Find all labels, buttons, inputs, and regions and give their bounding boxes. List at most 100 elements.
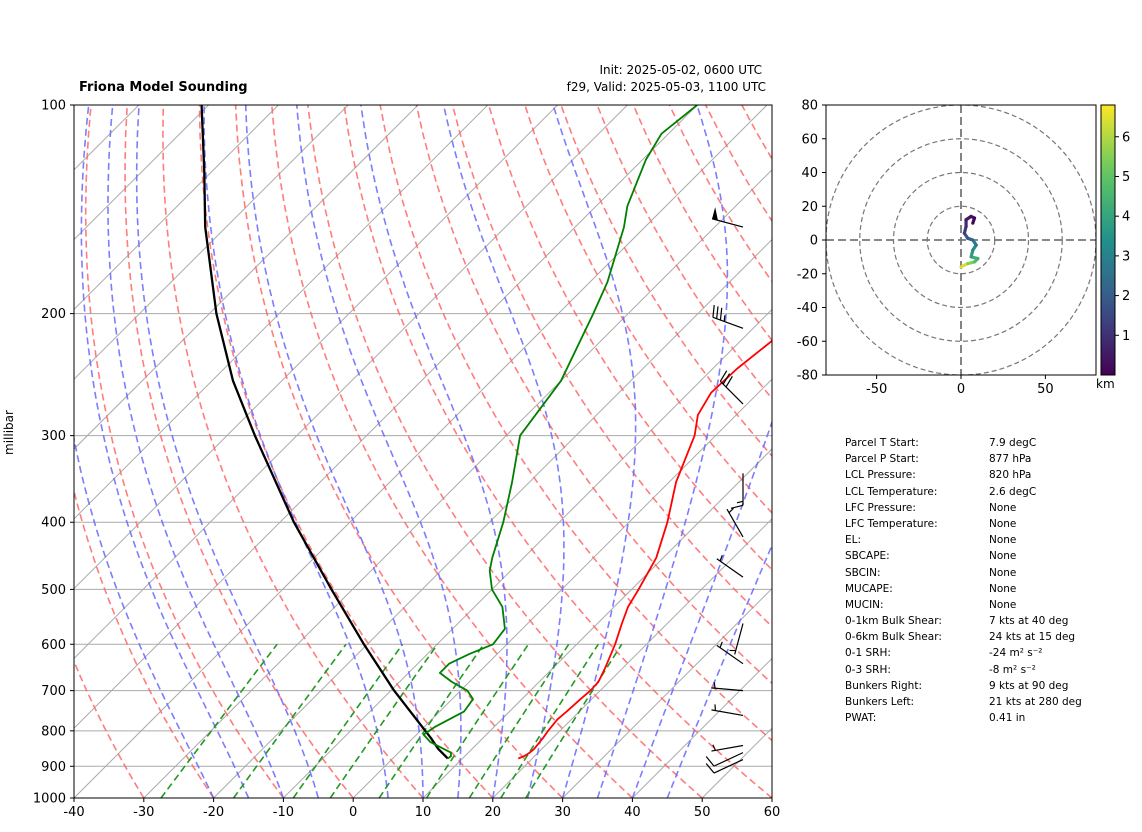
- x-tick-label: 60: [764, 805, 781, 820]
- dry-adiabat: [668, 105, 772, 283]
- y-tick-label: 300: [41, 429, 66, 444]
- mixing-ratio-line: [329, 643, 439, 798]
- y-tick-label: 700: [41, 684, 66, 699]
- parameter-value: 7 kts at 40 deg: [989, 615, 1069, 628]
- isotherm: [492, 518, 772, 798]
- wind-barb: [712, 304, 744, 329]
- x-tick-label: 20: [485, 805, 502, 820]
- moist-adiabat: [107, 105, 285, 798]
- moist-adiabat: [596, 105, 729, 798]
- parameter-value: None: [989, 598, 1017, 611]
- parameter-value: 9 kts at 90 deg: [989, 679, 1069, 692]
- dry-adiabat: [124, 105, 354, 798]
- wind-barb: [705, 752, 744, 767]
- y-tick-label: 500: [41, 583, 66, 598]
- y-tick-label: 200: [41, 307, 66, 322]
- dry-adiabat: [741, 105, 772, 161]
- parameter-label: 0-6km Bulk Shear:: [845, 631, 942, 644]
- moist-adiabat: [80, 105, 250, 798]
- moist-adiabat: [296, 105, 462, 798]
- parameter-value: None: [989, 550, 1017, 563]
- isotherm: [74, 105, 768, 798]
- parameter-label: LFC Pressure:: [845, 501, 916, 514]
- isotherm: [143, 169, 772, 798]
- dry-adiabat: [234, 105, 564, 798]
- parameter-value: -24 m² s⁻²: [989, 647, 1043, 660]
- moist-adiabat: [552, 105, 637, 798]
- wind-barb: [711, 207, 744, 228]
- wind-barb: [730, 473, 744, 509]
- parameter-label: MUCIN:: [845, 598, 884, 611]
- wind-barb: [726, 507, 744, 538]
- parameter-label: 0-3 SRH:: [845, 663, 891, 676]
- parameter-label: 0-1km Bulk Shear:: [845, 615, 942, 628]
- mixing-ratio-line: [232, 643, 347, 798]
- y-tick-label: 900: [41, 760, 66, 775]
- y-tick-label: 800: [41, 724, 66, 739]
- moist-adiabat: [631, 419, 772, 798]
- dry-adiabat: [307, 105, 703, 798]
- isotherm: [283, 308, 772, 798]
- x-tick-label: 30: [554, 805, 571, 820]
- parameter-label: SBCAPE:: [845, 550, 890, 563]
- dry-adiabat: [343, 105, 772, 798]
- moist-adiabat: [244, 105, 424, 798]
- dry-adiabat: [560, 105, 772, 458]
- x-tick-label: 40: [624, 805, 641, 820]
- x-tick-label: 50: [694, 805, 711, 820]
- wind-barb: [711, 682, 744, 692]
- mixing-ratio-line: [292, 643, 404, 798]
- dry-adiabat: [271, 105, 633, 798]
- parameter-label: LFC Temperature:: [845, 517, 938, 530]
- parameter-value: 2.6 degC: [989, 485, 1037, 498]
- mixing-ratio-line: [378, 643, 485, 798]
- parameter-value: None: [989, 566, 1017, 579]
- dry-adiabat: [74, 487, 215, 798]
- mixing-ratio-line: [160, 643, 278, 798]
- wind-barb: [711, 704, 744, 716]
- parameter-label: Parcel P Start:: [845, 453, 919, 466]
- page-title: Friona Model Sounding: [79, 80, 248, 95]
- parameter-label: PWAT:: [845, 712, 877, 725]
- isotherm: [632, 657, 772, 798]
- dry-adiabat: [74, 659, 145, 798]
- moist-adiabat: [135, 105, 320, 798]
- isotherm: [74, 105, 489, 520]
- moist-adiabat: [74, 434, 215, 798]
- valid-time: f29, Valid: 2025-05-03, 1100 UTC: [566, 80, 766, 94]
- wind-barb: [711, 744, 744, 752]
- mixing-ratio-line: [425, 643, 530, 798]
- dry-adiabat: [379, 105, 772, 742]
- parameter-label: Bunkers Right:: [845, 679, 922, 692]
- dry-adiabat: [487, 105, 772, 571]
- dewpoint-line: [422, 105, 698, 760]
- parameter-label: Bunkers Left:: [845, 696, 915, 708]
- parameter-value: None: [989, 534, 1017, 547]
- parameter-value: None: [989, 517, 1017, 530]
- plot-area: [74, 105, 1142, 798]
- dry-adiabat: [778, 105, 1142, 798]
- y-tick-label: 400: [41, 516, 66, 531]
- y-tick-label: 1000: [33, 792, 66, 807]
- isotherm: [74, 105, 698, 729]
- parameter-label: EL:: [845, 534, 862, 547]
- parameter-label: SBCIN:: [845, 566, 881, 579]
- parameter-value: 0.41 in: [989, 712, 1026, 725]
- dry-adiabat: [850, 105, 1142, 798]
- isotherm: [701, 727, 772, 798]
- dry-adiabat: [704, 105, 772, 223]
- wind-barb: [729, 623, 744, 655]
- parameter-value: 21 kts at 280 deg: [989, 696, 1082, 708]
- isotherm: [352, 378, 772, 798]
- isotherm: [562, 587, 772, 798]
- temperature-line: [517, 339, 772, 760]
- parameter-value: None: [989, 501, 1017, 514]
- x-tick-label: -20: [203, 805, 224, 820]
- isotherm: [74, 105, 628, 660]
- dry-adiabat: [162, 105, 424, 798]
- isotherm: [74, 105, 349, 380]
- mixing-ratio-line: [468, 643, 570, 798]
- x-tick-label: 0: [349, 805, 357, 820]
- isotherm: [74, 105, 209, 241]
